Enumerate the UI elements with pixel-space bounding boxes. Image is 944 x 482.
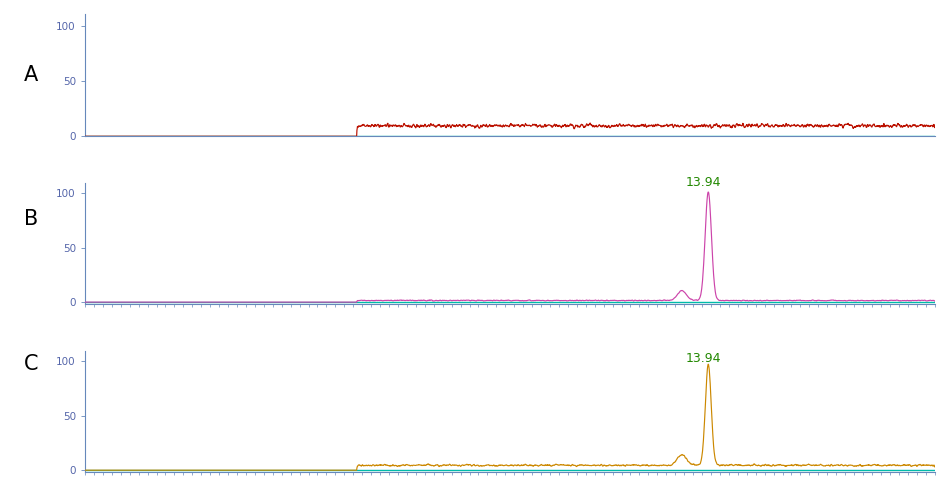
- Text: 13.94: 13.94: [686, 352, 721, 365]
- Text: C: C: [24, 354, 38, 374]
- Text: A: A: [24, 65, 38, 85]
- Text: B: B: [24, 209, 38, 229]
- Text: 13.94: 13.94: [686, 176, 721, 189]
